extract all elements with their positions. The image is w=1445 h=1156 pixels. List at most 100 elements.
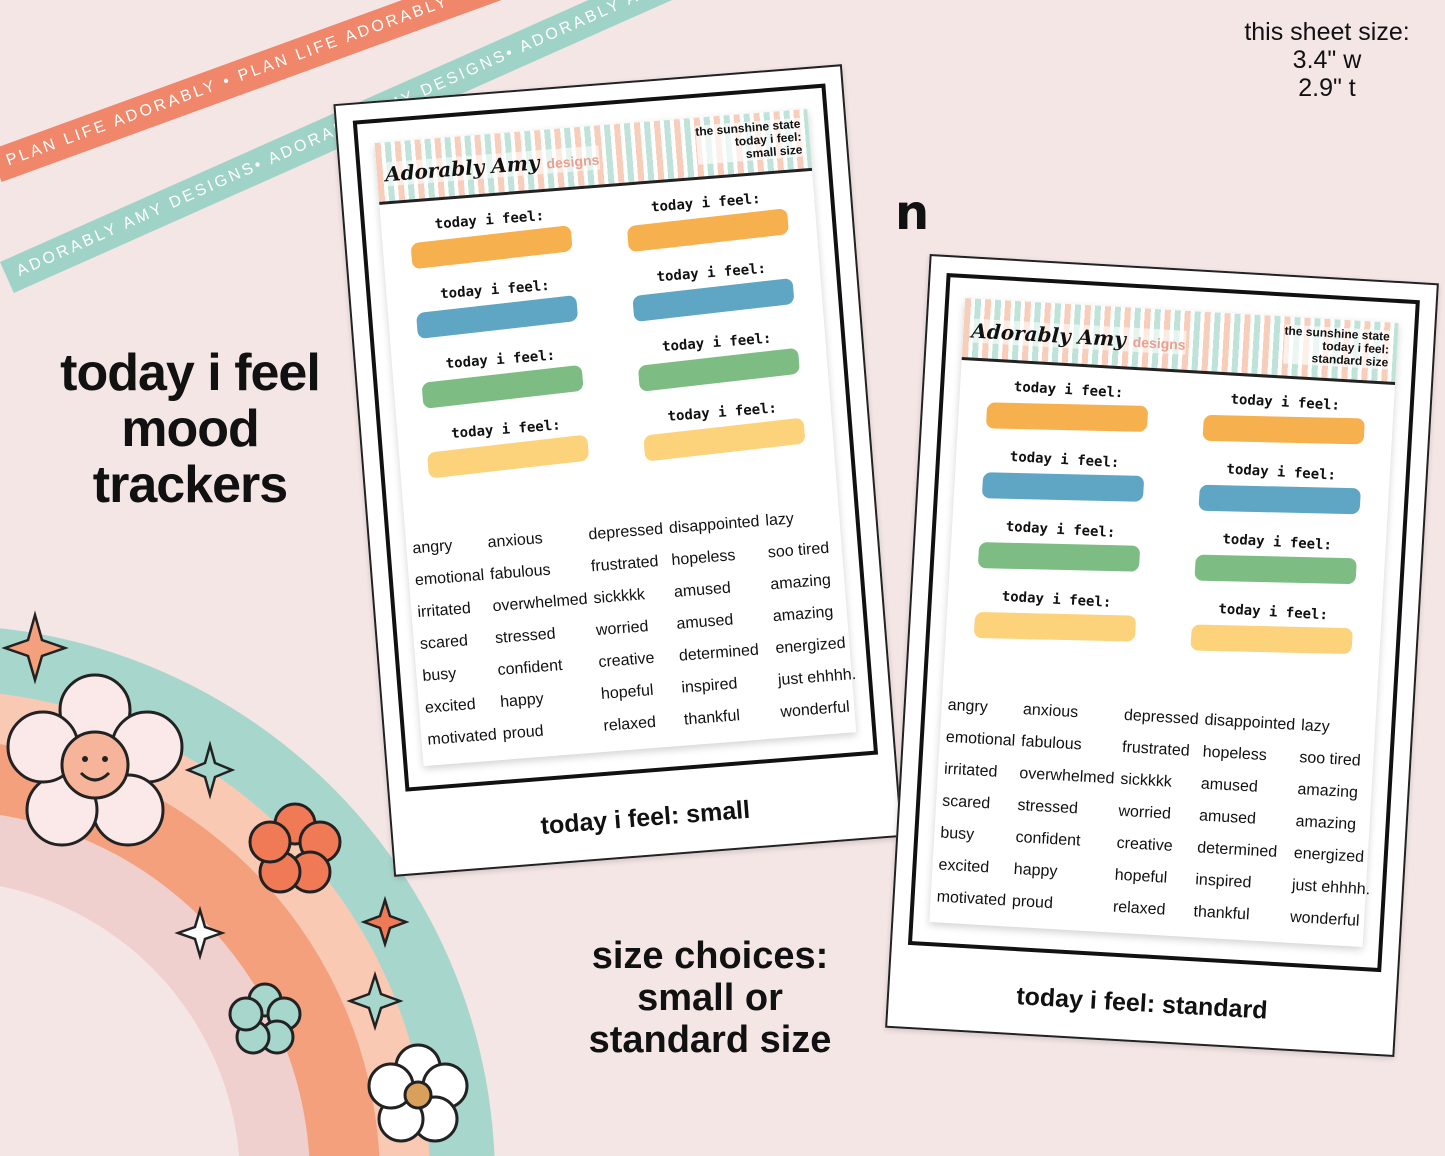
mood-word-sticker[interactable]: frustrated (590, 553, 660, 576)
mood-word-sticker[interactable]: anxious (1022, 701, 1079, 722)
mood-word-sticker[interactable]: wonderful (1289, 908, 1360, 930)
mood-word-sticker[interactable]: frustrated (1121, 738, 1191, 760)
mood-word-sticker[interactable]: happy (1013, 860, 1058, 881)
mood-word-sticker[interactable]: thankful (683, 707, 741, 729)
mood-word-sticker[interactable]: disappointed (668, 513, 761, 538)
mood-word-sticker[interactable]: emotional (414, 566, 485, 590)
sticker-label: today i feel: (1009, 448, 1120, 472)
sticker-sheet-small[interactable]: Adorably Amy designs the sunshine state … (333, 64, 903, 877)
mood-word-sticker[interactable]: proud (1011, 892, 1054, 913)
mood-word-sticker[interactable]: busy (939, 824, 975, 844)
sparkle-icon (360, 895, 410, 949)
mood-word-sticker[interactable]: hopeful (1114, 866, 1168, 887)
mood-word-sticker[interactable]: happy (499, 690, 545, 711)
mood-word-sticker[interactable]: overwhelmed (492, 590, 589, 616)
mood-word-sticker[interactable]: hopeful (600, 681, 655, 703)
today-i-feel-sticker[interactable]: today i feel: (617, 188, 798, 258)
mood-word-sticker[interactable]: fabulous (489, 561, 552, 584)
mood-word-sticker[interactable]: amused (673, 579, 732, 601)
mood-word-sticker[interactable]: soo tired (1298, 749, 1362, 770)
mood-word-sticker[interactable]: irritated (943, 760, 998, 781)
sparkle-icon (1, 610, 69, 685)
mood-word-sticker[interactable]: energized (1293, 844, 1365, 866)
today-i-feel-sticker[interactable]: today i feel: (406, 275, 587, 345)
mood-word-sticker[interactable]: amazing (772, 603, 834, 626)
mood-word-sticker[interactable]: sickkkk (1119, 770, 1173, 791)
mood-word-sticker[interactable]: depressed (1123, 706, 1200, 729)
mood-word-sticker[interactable]: worried (595, 618, 650, 640)
today-i-feel-sticker[interactable]: today i feel: (1186, 529, 1366, 595)
mood-word-sticker[interactable]: amazing (1295, 812, 1357, 834)
mood-word-sticker[interactable]: scared (419, 632, 469, 654)
mood-word-sticker[interactable]: energized (774, 634, 847, 658)
today-i-feel-sticker[interactable]: today i feel: (978, 377, 1158, 443)
mood-word-sticker[interactable]: busy (421, 665, 457, 685)
brand-suffix: designs (545, 151, 600, 172)
mood-word-sticker[interactable]: soo tired (767, 539, 830, 562)
today-i-feel-sticker[interactable]: today i feel: (973, 447, 1153, 513)
mood-word-sticker[interactable]: just ehhhh. (777, 665, 857, 690)
mood-word-sticker[interactable]: confident (497, 656, 564, 680)
mood-word-sticker[interactable]: amazing (769, 571, 832, 594)
mood-word-sticker[interactable]: hopeless (1202, 743, 1268, 765)
today-i-feel-sticker[interactable]: today i feel: (417, 415, 598, 485)
mood-word-sticker[interactable]: amused (675, 611, 734, 633)
mood-word-sticker[interactable]: angry (947, 696, 989, 717)
today-i-feel-sticker[interactable]: today i feel: (969, 517, 1149, 583)
mood-word-sticker[interactable]: motivated (426, 726, 498, 749)
mood-word-sticker[interactable]: disappointed (1204, 711, 1296, 734)
mood-word-sticker[interactable]: excited (424, 695, 477, 717)
mood-word-sticker[interactable]: anxious (486, 530, 544, 552)
today-i-feel-sticker[interactable]: today i feel: (401, 205, 582, 275)
mood-word-sticker[interactable]: wonderful (779, 698, 851, 721)
today-i-feel-sticker[interactable]: today i feel: (622, 258, 803, 328)
mood-word-sticker[interactable]: depressed (587, 520, 664, 544)
mood-word-sticker[interactable]: relaxed (602, 713, 657, 735)
mood-word-sticker[interactable]: lazy (1300, 717, 1331, 736)
mood-word-sticker[interactable]: sickkkk (592, 586, 646, 608)
flower-icon (248, 802, 342, 894)
mood-word-sticker[interactable]: creative (1116, 834, 1174, 855)
mood-word-sticker[interactable]: emotional (945, 728, 1016, 750)
mood-word-sticker[interactable]: thankful (1193, 903, 1250, 924)
today-i-feel-sticker[interactable]: today i feel: (412, 345, 593, 415)
highlight-strip (1202, 414, 1365, 445)
today-i-feel-sticker[interactable]: today i feel: (1182, 599, 1362, 665)
sheet-caption: today i feel: small (539, 795, 752, 841)
mood-word-sticker[interactable]: scared (941, 792, 991, 813)
mood-word-sticker[interactable]: fabulous (1020, 733, 1083, 754)
mood-word-sticker[interactable]: hopeless (670, 547, 736, 570)
today-i-feel-sticker[interactable]: today i feel: (1194, 390, 1374, 456)
mood-word-sticker[interactable]: just ehhhh. (1291, 876, 1371, 899)
mood-word-sticker[interactable]: angry (411, 537, 454, 558)
mood-word-sticker[interactable]: excited (938, 856, 990, 877)
sticker-label: today i feel: (1226, 461, 1337, 484)
mood-word-sticker[interactable]: amazing (1297, 781, 1359, 802)
today-i-feel-sticker[interactable]: today i feel: (1190, 459, 1370, 525)
mood-word-sticker[interactable]: determined (1196, 839, 1278, 861)
mood-word-sticker[interactable]: relaxed (1112, 898, 1166, 919)
headline-line: today i feel (60, 344, 321, 402)
sticker-sheet-standard[interactable]: Adorably Amy designs the sunshine state … (885, 253, 1439, 1058)
today-i-feel-sticker[interactable]: today i feel: (628, 328, 809, 398)
mood-word-sticker[interactable]: determined (678, 641, 760, 665)
mood-word-sticker[interactable]: stressed (1017, 796, 1079, 818)
mood-word-sticker[interactable]: worried (1118, 802, 1172, 823)
mood-word-sticker[interactable]: amused (1198, 807, 1257, 828)
sticker-label: today i feel: (1013, 379, 1124, 402)
mood-word-sticker[interactable]: amused (1200, 775, 1259, 796)
mood-word-sticker[interactable]: lazy (764, 510, 795, 530)
mood-word-sticker[interactable]: stressed (494, 625, 557, 648)
mood-word-sticker[interactable]: irritated (416, 600, 472, 622)
mood-word-sticker[interactable]: inspired (1194, 871, 1252, 892)
mood-word-sticker[interactable]: overwhelmed (1018, 764, 1115, 788)
today-i-feel-sticker[interactable]: today i feel: (965, 587, 1145, 653)
flower-icon (367, 1043, 469, 1143)
today-i-feel-sticker[interactable]: today i feel: (633, 398, 814, 468)
mood-word-sticker[interactable]: confident (1015, 828, 1081, 850)
mood-word-sticker[interactable]: motivated (936, 888, 1007, 910)
mood-word-sticker[interactable]: creative (597, 649, 656, 672)
mood-word-sticker[interactable]: proud (502, 722, 545, 743)
highlight-strip (981, 472, 1145, 502)
mood-word-sticker[interactable]: inspired (680, 675, 739, 697)
